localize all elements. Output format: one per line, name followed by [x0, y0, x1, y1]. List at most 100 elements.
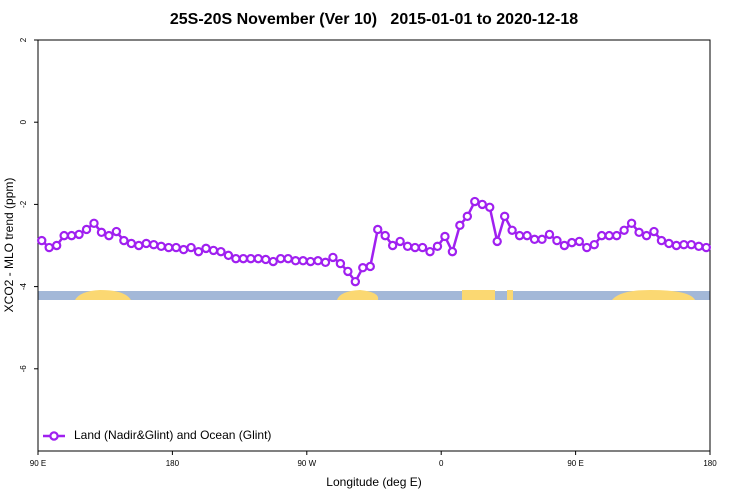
data-point — [350, 276, 361, 287]
data-point — [141, 238, 151, 249]
data-point — [380, 230, 390, 241]
data-point — [507, 225, 517, 235]
y-tick-label: -6 — [19, 365, 28, 373]
data-point — [432, 241, 443, 252]
data-point — [104, 230, 114, 241]
data-point — [686, 239, 697, 250]
data-point — [402, 241, 413, 252]
data-point — [664, 238, 674, 249]
data-point — [44, 242, 54, 253]
data-point — [671, 240, 682, 251]
data-point — [290, 256, 301, 266]
data-point — [298, 256, 308, 266]
data-point — [37, 235, 47, 246]
data-point — [328, 252, 338, 263]
data-point — [395, 236, 405, 247]
data-point — [492, 236, 502, 247]
data-point — [261, 254, 271, 265]
x-tick-label: 180 — [166, 459, 180, 468]
data-point — [163, 242, 174, 253]
y-tick-label: -2 — [19, 200, 28, 208]
x-tick-label: 180 — [703, 459, 717, 468]
data-point — [514, 230, 525, 241]
data-point — [373, 224, 383, 235]
y-axis-label: XCO2 - MLO trend (ppm) — [2, 178, 16, 313]
data-point — [447, 246, 458, 257]
data-point — [552, 235, 562, 246]
data-point — [193, 246, 204, 257]
data-point — [537, 234, 547, 245]
data-point — [656, 235, 667, 246]
data-point — [313, 256, 323, 266]
data-point — [134, 240, 144, 251]
data-point — [96, 227, 107, 238]
data-point — [231, 253, 241, 264]
data-point — [208, 245, 219, 256]
data-point — [178, 244, 189, 255]
data-point — [694, 241, 704, 252]
data-point — [253, 253, 263, 264]
data-point — [216, 246, 226, 257]
data-point — [59, 230, 69, 241]
data-point — [89, 218, 99, 229]
data-point — [343, 266, 353, 277]
y-tick-label: 0 — [19, 119, 28, 124]
data-point — [156, 241, 166, 252]
data-point — [559, 240, 570, 251]
data-point — [499, 211, 510, 222]
land-patch — [462, 290, 495, 300]
data-point — [410, 242, 420, 253]
data-point — [149, 239, 159, 250]
data-point — [335, 258, 346, 269]
data-point — [574, 236, 585, 247]
data-point — [275, 253, 286, 264]
legend-label: Land (Nadir&Glint) and Ocean (Glint) — [74, 428, 271, 442]
data-point — [626, 218, 637, 229]
y-tick-label: 2 — [19, 37, 28, 42]
chart-title: 25S-20S November (Ver 10) 2015-01-01 to … — [170, 11, 578, 28]
data-point — [544, 229, 555, 240]
data-point — [387, 240, 398, 251]
data-point — [634, 227, 644, 238]
x-axis-label: Longitude (deg E) — [326, 475, 421, 489]
data-point — [529, 234, 540, 245]
data-point — [320, 257, 331, 268]
data-point — [246, 253, 256, 264]
land-patch — [507, 290, 513, 300]
data-point — [81, 224, 92, 235]
data-point — [611, 230, 622, 241]
legend-marker — [49, 431, 59, 441]
data-point — [589, 239, 599, 250]
data-point — [649, 226, 659, 237]
data-point — [425, 246, 435, 257]
data-point — [201, 243, 211, 254]
data-point — [305, 256, 316, 267]
data-point — [66, 230, 77, 241]
land-ocean-strip — [38, 290, 710, 300]
land-patch — [75, 290, 131, 300]
y-tick-label: -4 — [19, 282, 28, 290]
data-point — [522, 230, 532, 241]
data-point — [51, 240, 62, 251]
data-point — [268, 256, 278, 267]
data-point — [171, 242, 181, 253]
data-point — [462, 211, 473, 222]
data-point — [223, 250, 234, 261]
data-point — [567, 237, 577, 248]
data-point — [74, 229, 84, 240]
data-point — [619, 225, 629, 235]
data-point — [186, 242, 196, 253]
data-point — [440, 231, 450, 242]
x-tick-label: 90 E — [567, 459, 583, 468]
data-point — [283, 253, 293, 264]
x-tick-label: 90 W — [297, 459, 316, 468]
data-point — [679, 239, 689, 250]
data-point — [582, 242, 592, 253]
data-point — [485, 202, 495, 212]
x-tick-label: 90 E — [30, 459, 46, 468]
data-point — [477, 199, 487, 210]
data-point — [470, 196, 480, 207]
data-point — [126, 238, 137, 249]
data-point — [604, 230, 614, 241]
